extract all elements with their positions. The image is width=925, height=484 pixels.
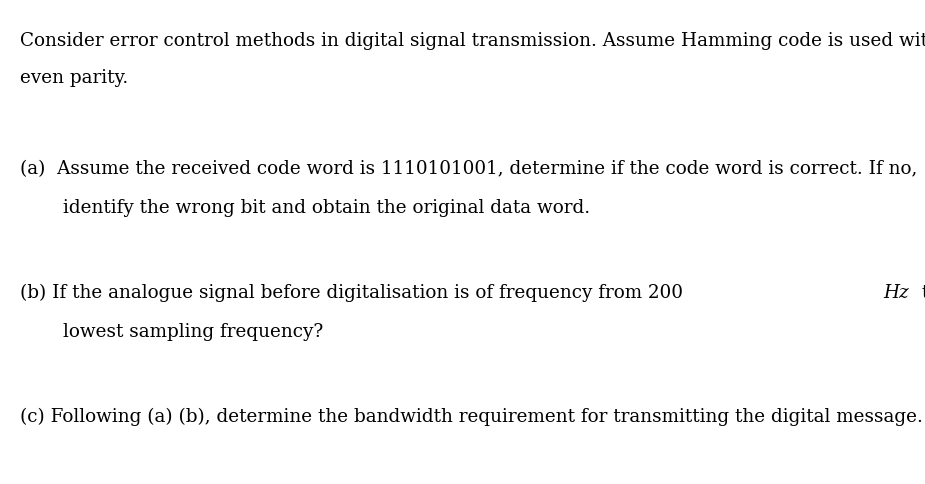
Text: to 1.5: to 1.5 (917, 283, 925, 301)
Text: lowest sampling frequency?: lowest sampling frequency? (63, 322, 323, 340)
Text: identify the wrong bit and obtain the original data word.: identify the wrong bit and obtain the or… (63, 198, 590, 216)
Text: Consider error control methods in digital signal transmission. Assume Hamming co: Consider error control methods in digita… (20, 31, 925, 49)
Text: even parity.: even parity. (20, 69, 129, 87)
Text: Hz: Hz (883, 283, 909, 301)
Text: (a)  Assume the received code word is 1110101001, determine if the code word is : (a) Assume the received code word is 111… (20, 160, 918, 178)
Text: (c) Following (a) (b), determine the bandwidth requirement for transmitting the : (c) Following (a) (b), determine the ban… (20, 407, 923, 425)
Text: (b) If the analogue signal before digitalisation is of frequency from 200: (b) If the analogue signal before digita… (20, 283, 689, 302)
